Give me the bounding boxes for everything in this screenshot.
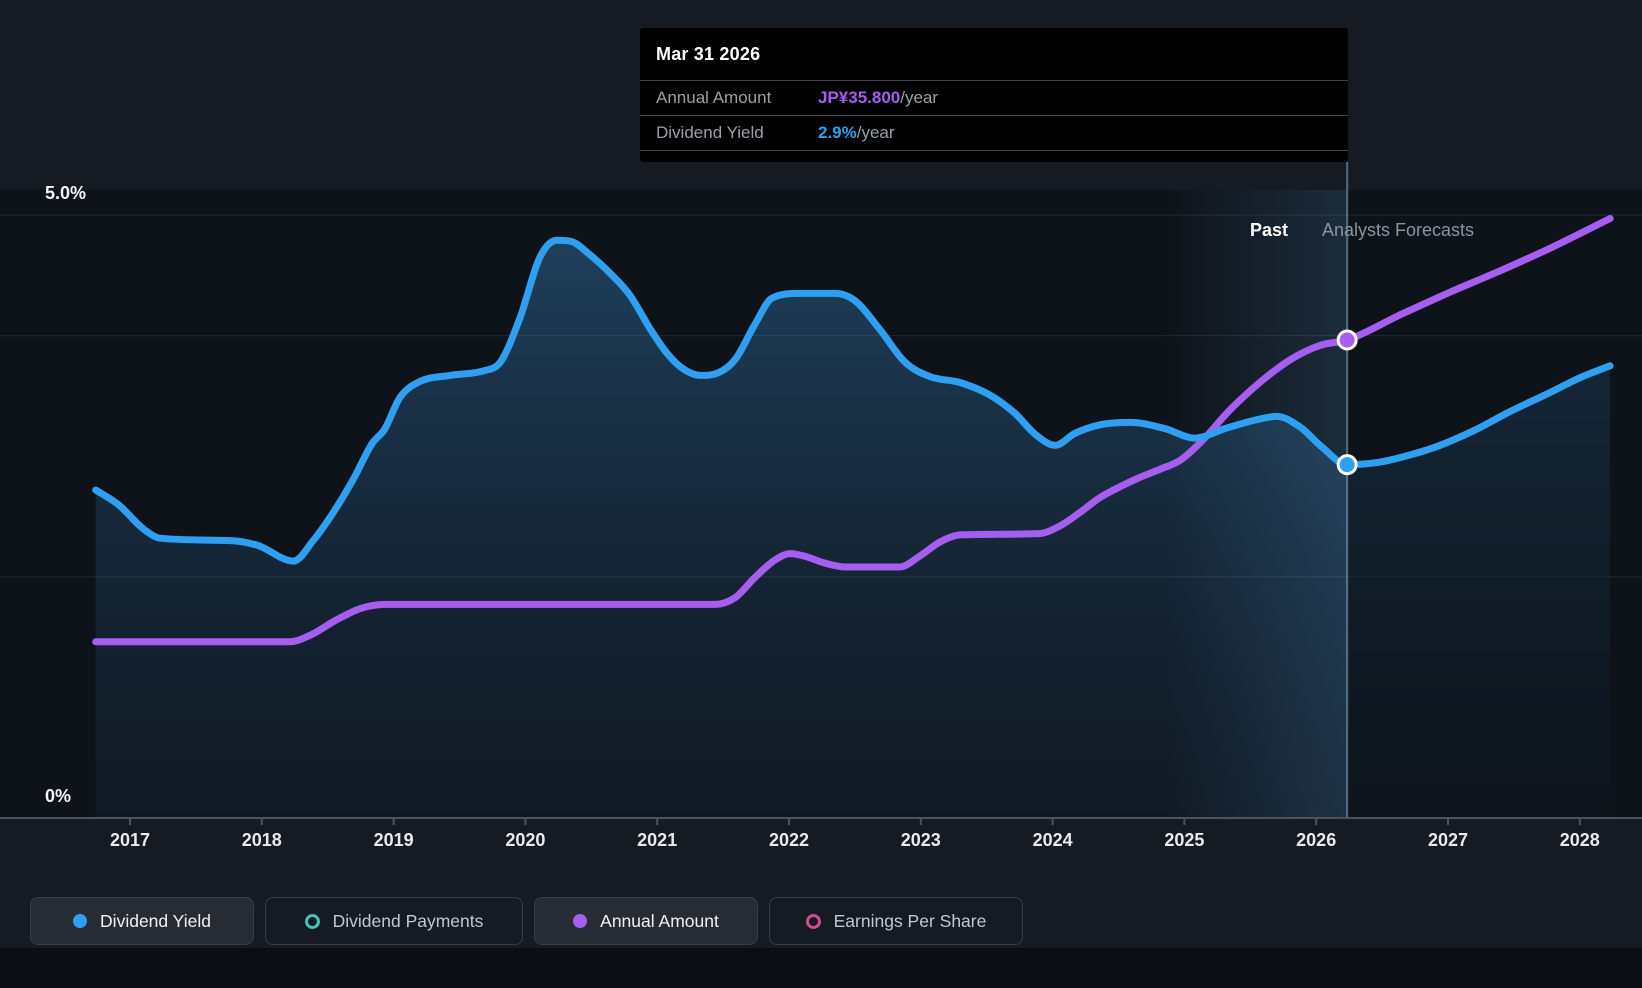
y-axis-label-5_0pct: 5.0% bbox=[45, 183, 87, 203]
dividend-yield-line bbox=[92, 236, 1614, 565]
tooltip-rows: Annual Amount JP¥35.800/year Dividend Yiel… bbox=[640, 80, 1348, 151]
legend-button-earnings-per-share[interactable]: Earnings Per Share bbox=[769, 897, 1023, 945]
x-axis-label-2018: 2018 bbox=[241, 830, 282, 850]
legend-label: Dividend Yield bbox=[100, 910, 211, 931]
annual-amount-line bbox=[92, 215, 1614, 646]
x-axis-label-2023: 2023 bbox=[900, 830, 941, 850]
analysts-forecasts-label: Analysts Forecasts bbox=[1322, 220, 1475, 240]
annual-amount-series-icon bbox=[573, 914, 588, 928]
legend-button-dividend-payments[interactable]: Dividend Payments bbox=[265, 897, 523, 945]
past-label: Past bbox=[1249, 220, 1288, 240]
y-axis-label-0pct: 0% bbox=[45, 786, 72, 806]
tooltip-row-suffix: /year bbox=[856, 123, 895, 142]
legend-label: Dividend Payments bbox=[332, 910, 484, 931]
legend-bar: Dividend Yield Dividend Payments Annual Am… bbox=[30, 897, 1023, 945]
x-axis-label-2026: 2026 bbox=[1296, 830, 1337, 850]
legend-button-dividend-yield[interactable]: Dividend Yield bbox=[30, 897, 254, 945]
tooltip-row-annual-amount: Annual Amount JP¥35.800/year bbox=[640, 80, 1348, 115]
x-axis-label-2025: 2025 bbox=[1164, 830, 1205, 850]
x-axis-label-2022: 2022 bbox=[768, 830, 810, 850]
forecast-dim-overlay bbox=[1347, 365, 1611, 818]
x-axis-label-2021: 2021 bbox=[637, 830, 678, 850]
chart-tooltip: Mar 31 2026 Annual Amount JP¥35.800/year D… bbox=[640, 28, 1348, 162]
earnings-per-share-series-icon bbox=[805, 913, 821, 929]
bottom-strip bbox=[0, 948, 1642, 988]
tooltip-row-suffix: /year bbox=[900, 88, 939, 107]
legend-button-annual-amount[interactable]: Annual Amount bbox=[534, 897, 758, 945]
dividend-payments-series-icon bbox=[304, 913, 320, 929]
tooltip-row-label: Annual Amount bbox=[656, 88, 772, 107]
past-highlight-band bbox=[1164, 190, 1348, 818]
x-axis-label-2028: 2028 bbox=[1559, 830, 1600, 850]
x-axis-label-2019: 2019 bbox=[373, 830, 414, 850]
legend-label: Annual Amount bbox=[600, 910, 719, 931]
legend-label: Earnings Per Share bbox=[833, 910, 987, 931]
x-axis-label-2020: 2020 bbox=[505, 830, 546, 850]
tooltip-date: Mar 31 2026 bbox=[656, 43, 761, 64]
x-axis-label-2024: 2024 bbox=[1032, 830, 1073, 850]
tooltip-row-dividend-yield: Dividend Yield 2.9%/year bbox=[640, 115, 1348, 151]
tooltip-row-label: Dividend Yield bbox=[656, 123, 764, 142]
x-axis-label-2027: 2027 bbox=[1427, 830, 1469, 850]
marker-dot-annual-amount bbox=[1336, 329, 1358, 351]
tooltip-row-value: 2.9% bbox=[818, 123, 857, 142]
marker-dot-dividend-yield bbox=[1336, 454, 1358, 476]
x-axis-label-2017: 2017 bbox=[109, 830, 151, 850]
tooltip-row-value: JP¥35.800 bbox=[818, 88, 901, 107]
dividend-yield-series-icon bbox=[73, 914, 88, 928]
